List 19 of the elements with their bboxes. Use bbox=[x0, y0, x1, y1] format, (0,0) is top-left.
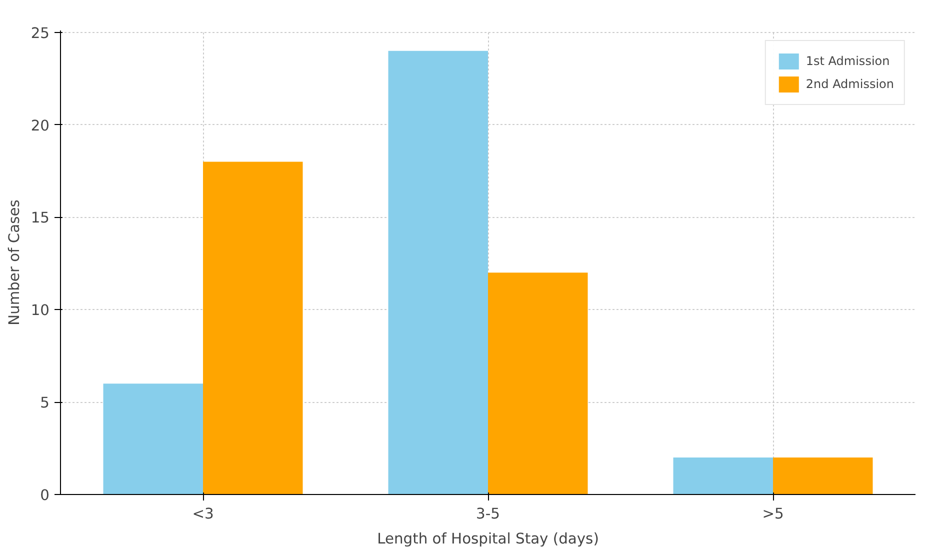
bar bbox=[488, 272, 588, 494]
bar bbox=[388, 50, 488, 494]
x-tick-label: >5 bbox=[762, 506, 784, 522]
y-tick-label: 20 bbox=[30, 117, 50, 134]
x-tick-label: <3 bbox=[192, 506, 214, 522]
legend-label: 1st Admission bbox=[806, 54, 890, 68]
y-tick-label: 10 bbox=[30, 302, 50, 320]
y-tick-label: 25 bbox=[30, 24, 50, 42]
x-tick-label: 3-5 bbox=[476, 506, 500, 522]
y-tick-label: 15 bbox=[30, 210, 50, 227]
bar bbox=[673, 458, 773, 494]
y-axis-title: Number of Cases bbox=[6, 200, 23, 326]
x-axis-title: Length of Hospital Stay (days) bbox=[377, 530, 599, 548]
y-tick-label: 5 bbox=[40, 394, 50, 412]
bar bbox=[203, 162, 303, 494]
bar bbox=[773, 458, 873, 494]
bar bbox=[103, 384, 203, 494]
y-tick-label: 0 bbox=[40, 487, 50, 504]
legend-label: 2nd Admission bbox=[806, 77, 894, 91]
